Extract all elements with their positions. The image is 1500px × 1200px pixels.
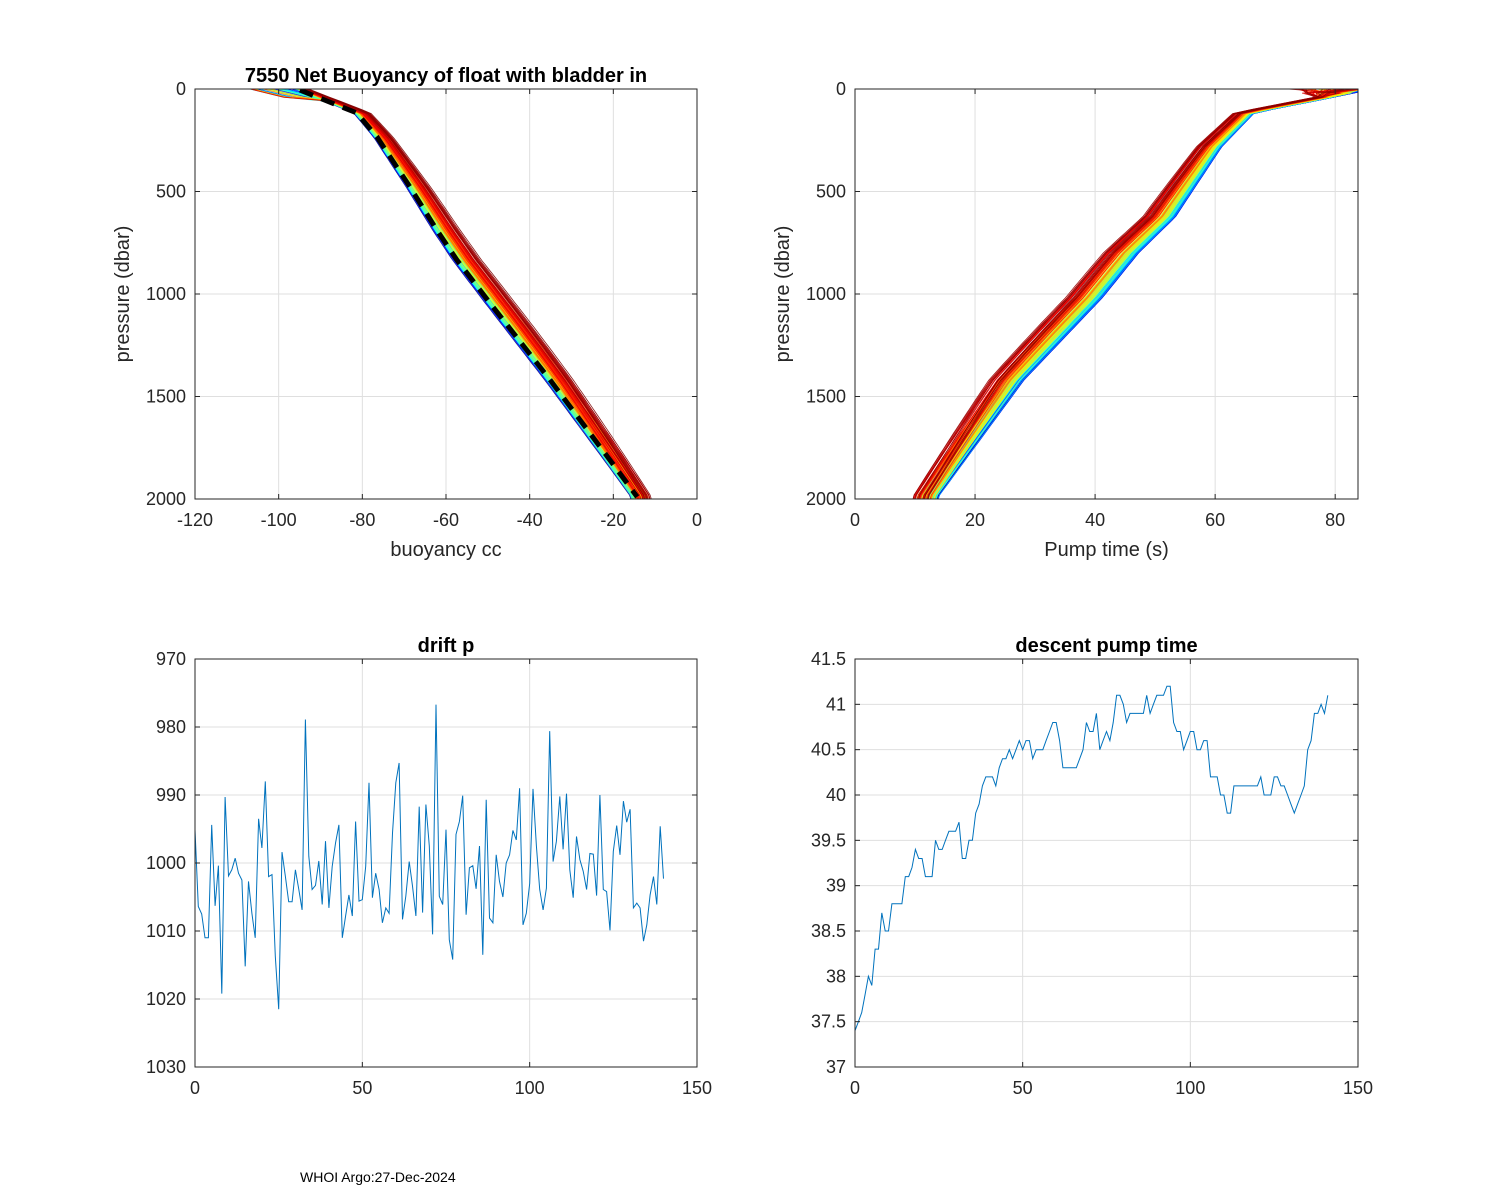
profile-line xyxy=(918,89,1358,499)
x-tick-label: 100 xyxy=(515,1078,545,1098)
y-tick-label: 980 xyxy=(156,717,186,737)
profile-line xyxy=(306,89,649,499)
y-tick-label: 0 xyxy=(836,79,846,99)
y-tick-label: 37.5 xyxy=(811,1012,846,1032)
axes-frame xyxy=(854,658,1359,1068)
profile-line xyxy=(300,89,638,499)
profile-line xyxy=(927,89,1354,499)
x-tick-label: -60 xyxy=(433,510,459,530)
profile-line xyxy=(250,89,638,499)
y-tick-label: 40 xyxy=(826,785,846,805)
y-tick-label: 500 xyxy=(156,182,186,202)
profile-line xyxy=(307,89,650,499)
y-tick-label: 500 xyxy=(816,182,846,202)
buoyancy-axes: -120 -100 -80 -60 -40 -20 0 0 500 1000 1500 2000 755… xyxy=(112,65,702,561)
x-tick-label: 100 xyxy=(1175,1078,1205,1098)
descent-pump-time-axes: 0 50 100 150 37 37.5 38 38.5 39 39.5 40 40.5 41 41.5 d… xyxy=(811,635,1373,1098)
profile-line xyxy=(918,89,1348,499)
y-tick-label: 990 xyxy=(156,785,186,805)
x-tick-label: 0 xyxy=(850,1078,860,1098)
profile-line xyxy=(283,89,633,499)
y-tick-label: 40.5 xyxy=(811,740,846,760)
mean-profile-line xyxy=(299,89,640,499)
x-tick-label: -120 xyxy=(177,510,213,530)
y-axis-label: pressure (dbar) xyxy=(772,226,794,363)
profile-line xyxy=(305,89,645,499)
series-line xyxy=(855,685,1329,1031)
x-tick-label: -20 xyxy=(600,510,626,530)
x-tick-label: 80 xyxy=(1325,510,1345,530)
x-tick-label: 150 xyxy=(682,1078,712,1098)
profile-line xyxy=(931,89,1349,499)
x-tick-label: 50 xyxy=(1013,1078,1033,1098)
chart-title: 7550 Net Buoyancy of float with bladder … xyxy=(245,65,647,87)
x-tick-label: -100 xyxy=(261,510,297,530)
y-tick-label: 41 xyxy=(826,694,846,714)
chart-title: drift p xyxy=(418,635,475,657)
profile-line xyxy=(302,89,642,499)
x-tick-label: 150 xyxy=(1343,1078,1373,1098)
x-tick-label: 0 xyxy=(692,510,702,530)
y-tick-label: 970 xyxy=(156,649,186,669)
y-tick-label: 1000 xyxy=(146,853,186,873)
profile-line xyxy=(924,89,1321,499)
x-tick-label: 20 xyxy=(965,510,985,530)
profile-line xyxy=(306,89,648,499)
y-tick-label: 1020 xyxy=(146,989,186,1009)
profile-line xyxy=(308,89,652,499)
x-axis-label: buoyancy cc xyxy=(390,539,501,561)
profile-line xyxy=(298,89,637,499)
plot-area xyxy=(912,89,1358,499)
profile-line xyxy=(915,89,1330,499)
profile-line xyxy=(294,89,632,499)
x-tick-label: 60 xyxy=(1205,510,1225,530)
y-tick-label: 37 xyxy=(826,1057,846,1077)
y-tick-label: 0 xyxy=(176,79,186,99)
x-tick-label: 0 xyxy=(850,510,860,530)
y-tick-label: 1030 xyxy=(146,1057,186,1077)
profile-line xyxy=(928,89,1324,499)
profile-line xyxy=(927,89,1353,499)
x-tick-label: 0 xyxy=(190,1078,200,1098)
profile-line xyxy=(298,89,637,499)
y-tick-label: 1500 xyxy=(806,387,846,407)
x-tick-label: 50 xyxy=(352,1078,372,1098)
y-tick-label: 1010 xyxy=(146,921,186,941)
profile-line xyxy=(914,89,1346,499)
y-tick-label: 1500 xyxy=(146,387,186,407)
plot-area xyxy=(249,89,652,499)
y-tick-label: 39.5 xyxy=(811,830,846,850)
y-tick-label: 39 xyxy=(826,876,846,896)
y-tick-label: 38.5 xyxy=(811,921,846,941)
x-tick-label: -40 xyxy=(517,510,543,530)
profile-line xyxy=(929,89,1326,499)
plot-area xyxy=(195,704,664,1010)
y-tick-label: 2000 xyxy=(806,489,846,509)
profile-line xyxy=(303,89,644,499)
chart-title: descent pump time xyxy=(1015,635,1197,657)
plot-area xyxy=(855,685,1329,1031)
y-axis-label: pressure (dbar) xyxy=(112,226,134,363)
y-tick-label: 38 xyxy=(826,966,846,986)
y-tick-label: 1000 xyxy=(806,284,846,304)
y-tick-label: 41.5 xyxy=(811,649,846,669)
y-tick-label: 1000 xyxy=(146,284,186,304)
x-axis-label: Pump time (s) xyxy=(1044,539,1168,561)
y-tick-label: 2000 xyxy=(146,489,186,509)
profile-line xyxy=(912,89,1317,499)
drift-p-axes: 0 50 100 150 970 980 990 1000 1010 1020 1030 drift … xyxy=(146,635,712,1098)
footer-text: WHOI Argo:27-Dec-2024 xyxy=(300,1169,456,1185)
profile-line xyxy=(934,89,1357,499)
x-tick-label: -80 xyxy=(349,510,375,530)
x-tick-label: 40 xyxy=(1085,510,1105,530)
series-line xyxy=(195,704,664,1010)
pump-time-axes: 0 20 40 60 80 0 500 1000 1500 2000 Pump time (s) pr… xyxy=(772,79,1359,561)
profile-line xyxy=(250,89,638,499)
profile-line xyxy=(930,89,1328,499)
profile-line xyxy=(935,89,1352,499)
profile-line xyxy=(302,89,641,499)
profile-line xyxy=(303,89,644,499)
profile-line xyxy=(937,89,1358,499)
